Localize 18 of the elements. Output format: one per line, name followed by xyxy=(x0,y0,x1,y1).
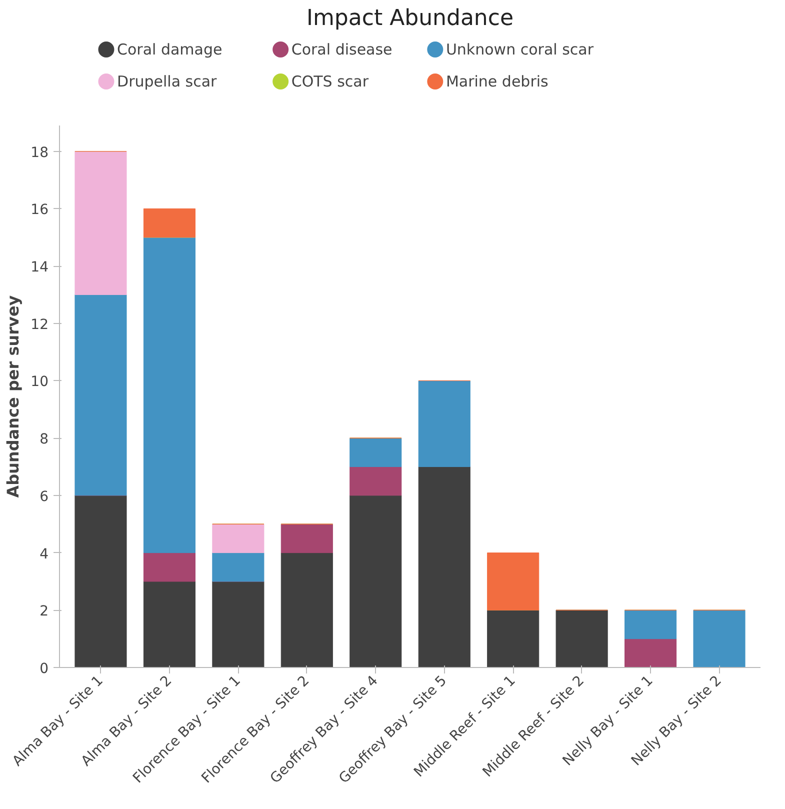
y-tick-label: 12 xyxy=(30,316,49,333)
legend-label: Coral damage xyxy=(117,40,222,58)
y-tick-label: 16 xyxy=(30,202,49,218)
legend-label: Marine debris xyxy=(446,72,549,90)
y-tick-label: 4 xyxy=(40,546,49,562)
legend-label: Drupella scar xyxy=(117,72,218,90)
y-tick-label: 14 xyxy=(30,260,49,276)
legend-label: COTS scar xyxy=(291,72,370,90)
y-tick-label: 10 xyxy=(30,374,49,390)
chart-title: Impact Abundance xyxy=(306,6,514,31)
y-tick-label: 0 xyxy=(40,661,49,677)
y-tick-label: 18 xyxy=(30,144,49,161)
y-tick-label: 6 xyxy=(40,488,49,505)
y-tick-label: 8 xyxy=(40,432,49,448)
legend-label: Unknown coral scar xyxy=(446,40,594,58)
y-axis-title: Abundance per survey xyxy=(4,294,23,498)
y-tick-label: 2 xyxy=(40,604,49,620)
legend-label: Coral disease xyxy=(291,40,392,58)
